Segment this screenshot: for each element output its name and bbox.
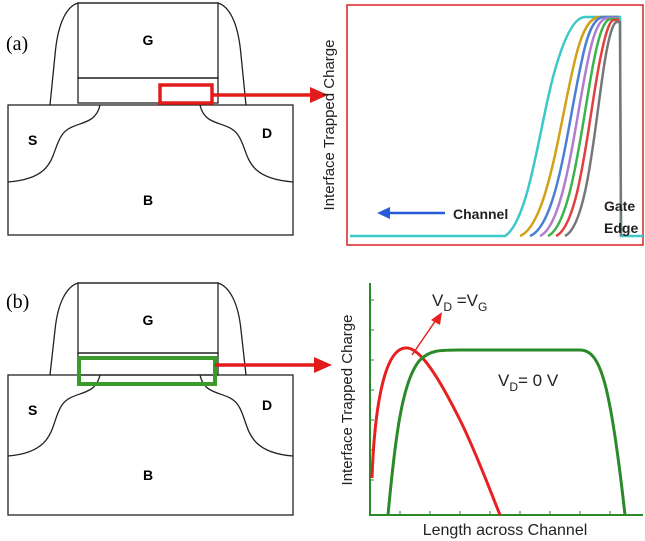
drain-region xyxy=(200,105,293,182)
text: =V xyxy=(452,291,479,310)
source-label: S xyxy=(28,402,37,418)
subscript: D xyxy=(509,380,518,394)
arrow-head xyxy=(314,357,332,373)
x-axis-label: Length across Channel xyxy=(423,522,588,539)
oxide xyxy=(78,78,218,103)
body-label: B xyxy=(143,192,153,208)
drain-label: D xyxy=(262,125,272,141)
plot-b: Interface Trapped Charge VD =VG VD= 0 V … xyxy=(339,283,643,539)
curve-label: VD= 0 V xyxy=(498,371,559,394)
device-a: (a) G S D B xyxy=(6,3,328,235)
gate-label: G xyxy=(143,32,154,48)
drain-label: D xyxy=(262,397,272,413)
spacer xyxy=(50,3,246,105)
substrate xyxy=(8,105,293,235)
y-axis-label: Interface Trapped Charge xyxy=(321,40,338,211)
drain-region xyxy=(200,375,293,456)
channel-arrow-head xyxy=(377,207,390,219)
axes xyxy=(370,283,643,515)
ticks xyxy=(370,300,610,515)
pointer xyxy=(412,320,436,355)
subscript: D xyxy=(443,300,452,314)
gate-edge-label: Edge xyxy=(604,220,638,236)
text: V xyxy=(432,291,444,310)
device-b: (b) G S D B xyxy=(6,283,332,515)
panel-label: (b) xyxy=(6,291,29,313)
source-region xyxy=(8,105,100,182)
channel-label: Channel xyxy=(453,206,508,222)
plot-a: Interface Trapped Charge Channel Gate Ed… xyxy=(321,5,643,245)
text: = 0 V xyxy=(518,371,559,390)
text: V xyxy=(498,371,510,390)
gate-label: G xyxy=(143,312,154,328)
substrate xyxy=(8,375,293,515)
highlight-box xyxy=(160,85,212,103)
highlight-box xyxy=(79,358,215,384)
curves xyxy=(350,17,643,236)
y-axis-label: Interface Trapped Charge xyxy=(339,315,356,486)
curve-label: VD =VG xyxy=(432,291,487,314)
pointer-head xyxy=(431,312,442,325)
gate-edge-label: Gate xyxy=(604,198,635,214)
body-label: B xyxy=(143,467,153,483)
source-label: S xyxy=(28,132,37,148)
subscript: G xyxy=(478,300,487,314)
source-region xyxy=(8,375,100,456)
figure: (a) G S D B Interface Trapped Charge Cha… xyxy=(0,0,645,541)
panel-label: (a) xyxy=(6,33,28,55)
